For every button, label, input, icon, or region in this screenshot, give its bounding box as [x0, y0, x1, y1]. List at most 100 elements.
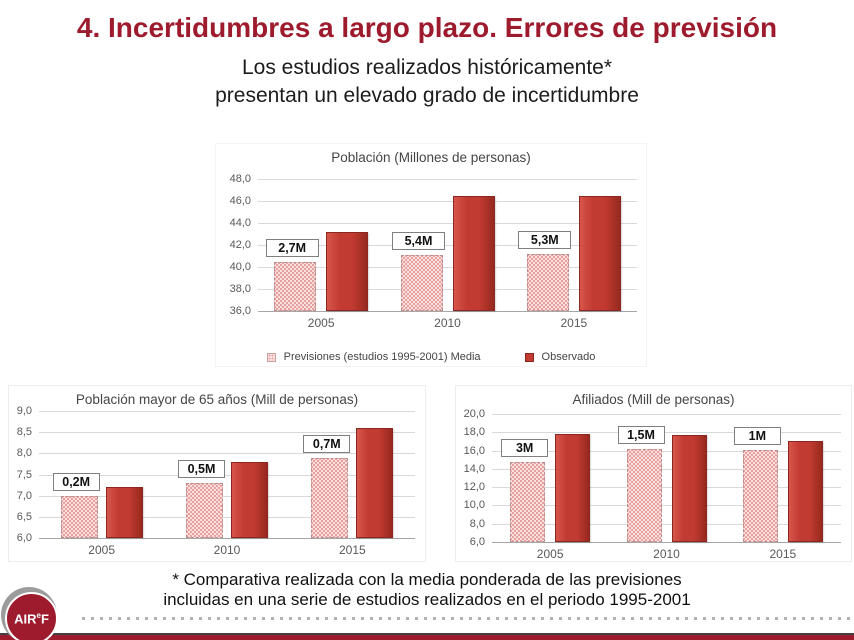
logo-text-pre: AIR [14, 611, 37, 627]
x-axis-tick-label: 2005 [536, 547, 564, 561]
bar-observed [555, 434, 591, 542]
logo-red-circle: AIReF [5, 592, 58, 640]
footnote-line-1: * Comparativa realizada con la media pon… [172, 570, 682, 589]
bar-forecast [400, 254, 443, 311]
bar-forecast [626, 448, 662, 542]
gridline [39, 516, 415, 518]
bar-observed [787, 440, 823, 542]
y-axis-tick-label: 8,5 [16, 426, 32, 439]
bar-delta-label: 3M [501, 438, 549, 457]
legend-label-forecast: Previsiones (estudios 1995-2001) Media [283, 351, 481, 363]
y-axis-tick-label: 6,0 [16, 532, 32, 544]
bar-forecast [526, 253, 569, 311]
chart-afiliados: Afiliados (Mill de personas) 6,0 8,0 10,0 1… [455, 385, 852, 562]
y-axis-tick-label: 9,0 [16, 405, 32, 417]
gridline [258, 245, 637, 246]
y-axis-tick-label: 46,0 [229, 195, 251, 207]
logo-text: AIReF [14, 611, 49, 626]
y-axis-tick-label: 7,0 [16, 489, 32, 502]
gridline [39, 453, 415, 455]
gridline [492, 542, 841, 543]
gridline [39, 495, 415, 497]
legend-swatch-forecast-icon [266, 352, 276, 362]
chart-afiliados-title: Afiliados (Mill de personas) [572, 392, 735, 407]
chart-legend: Previsiones (estudios 1995-2001) Media O… [216, 351, 646, 363]
x-axis-tick-label: 2010 [434, 316, 461, 330]
bar-observed [578, 195, 621, 311]
bar-observed [452, 195, 495, 311]
bar-delta-label: 0,2M [52, 472, 100, 491]
footer-bar [0, 633, 854, 640]
y-axis-tick-label: 20,0 [463, 408, 485, 420]
gridline [492, 450, 841, 452]
chart-poblacion: Población (Millones de personas) 36,0 38,… [215, 143, 647, 367]
y-axis-tick-label: 18,0 [463, 426, 485, 439]
gridline [492, 414, 841, 415]
gridline [39, 538, 415, 539]
y-axis-tick-label: 14,0 [463, 462, 485, 475]
gridline [258, 179, 637, 180]
bar-delta-label: 2,7M [265, 238, 319, 257]
x-axis-tick-label: 2010 [653, 547, 680, 561]
subtitle-line-2: presentan un elevado grado de incertidum… [215, 84, 639, 107]
gridline [39, 432, 415, 434]
bar-delta-label: 1,5M [617, 425, 665, 444]
bar-forecast [60, 495, 98, 538]
bar-observed [231, 461, 268, 538]
bar-delta-label: 5,3M [518, 230, 572, 249]
x-axis-tick-label: 2005 [88, 543, 115, 557]
bar-observed [105, 487, 143, 538]
bar-observed [671, 435, 707, 542]
gridline [258, 311, 637, 312]
bar-delta-label: 1M [733, 426, 781, 445]
y-axis-tick-label: 38,0 [229, 283, 251, 295]
y-axis-tick-label: 42,0 [229, 239, 251, 251]
chart-afiliados-plot: 6,0 8,0 10,0 12,0 14,0 16,0 18,0 20,0 3M 2005 1,5M… [464, 408, 841, 561]
y-axis-tick-label: 8,0 [16, 447, 32, 460]
bar-delta-label: 5,4M [392, 231, 445, 250]
x-axis-tick-label: 2015 [769, 547, 797, 561]
legend-label-observed: Observado [541, 351, 596, 363]
y-axis-tick-label: 10,0 [463, 499, 485, 512]
y-axis-tick-label: 16,0 [463, 444, 485, 457]
bar-forecast [274, 261, 317, 311]
x-axis-tick-label: 2005 [307, 316, 335, 330]
bar-forecast [186, 482, 223, 538]
gridline [39, 474, 415, 476]
bar-observed [326, 231, 369, 311]
footnote: * Comparativa realizada con la media pon… [0, 570, 854, 610]
chart-poblacion-title: Población (Millones de personas) [331, 150, 531, 165]
airef-logo: AIReF [1, 587, 63, 640]
gridline [492, 523, 841, 525]
bar-delta-label: 0,5M [178, 459, 225, 478]
y-axis-tick-label: 6,5 [16, 510, 32, 523]
logo-text-post: F [40, 611, 49, 627]
bar-forecast [311, 457, 349, 538]
gridline [492, 505, 841, 507]
slide-title: 4. Incertidumbres a largo plazo. Errores… [76, 12, 778, 43]
x-axis-tick-label: 2010 [213, 543, 241, 557]
chart-poblacion-65-title: Población mayor de 65 años (Mill de pers… [75, 392, 359, 407]
y-axis-tick-label: 6,0 [469, 536, 485, 548]
gridline [258, 289, 637, 290]
gridline [258, 201, 637, 202]
y-axis-tick-label: 12,0 [463, 481, 485, 494]
y-axis-tick-label: 48,0 [229, 173, 251, 185]
x-axis-tick-label: 2015 [338, 543, 366, 557]
gridline [258, 267, 637, 268]
gridline [258, 223, 637, 224]
footnote-line-2: incluidas en una serie de estudios reali… [163, 590, 691, 609]
y-axis-tick-label: 44,0 [229, 217, 251, 229]
legend-swatch-observed-icon [524, 352, 534, 362]
logo-text-sup: e [36, 610, 41, 620]
gridline [492, 468, 841, 470]
gridline [492, 432, 841, 434]
dotted-divider [82, 617, 852, 620]
bar-forecast [742, 449, 778, 542]
chart-poblacion-plot: 36,0 38,0 40,0 42,0 44,0 46,0 48,0 2,7M 2005 5,4M… [230, 173, 637, 330]
chart-poblacion-65: Población mayor de 65 años (Mill de pers… [8, 385, 426, 562]
subtitle-line-1: Los estudios realizados históricamente* [241, 56, 613, 79]
y-axis-tick-label: 40,0 [229, 261, 251, 273]
bar-delta-label: 0,7M [303, 434, 351, 453]
